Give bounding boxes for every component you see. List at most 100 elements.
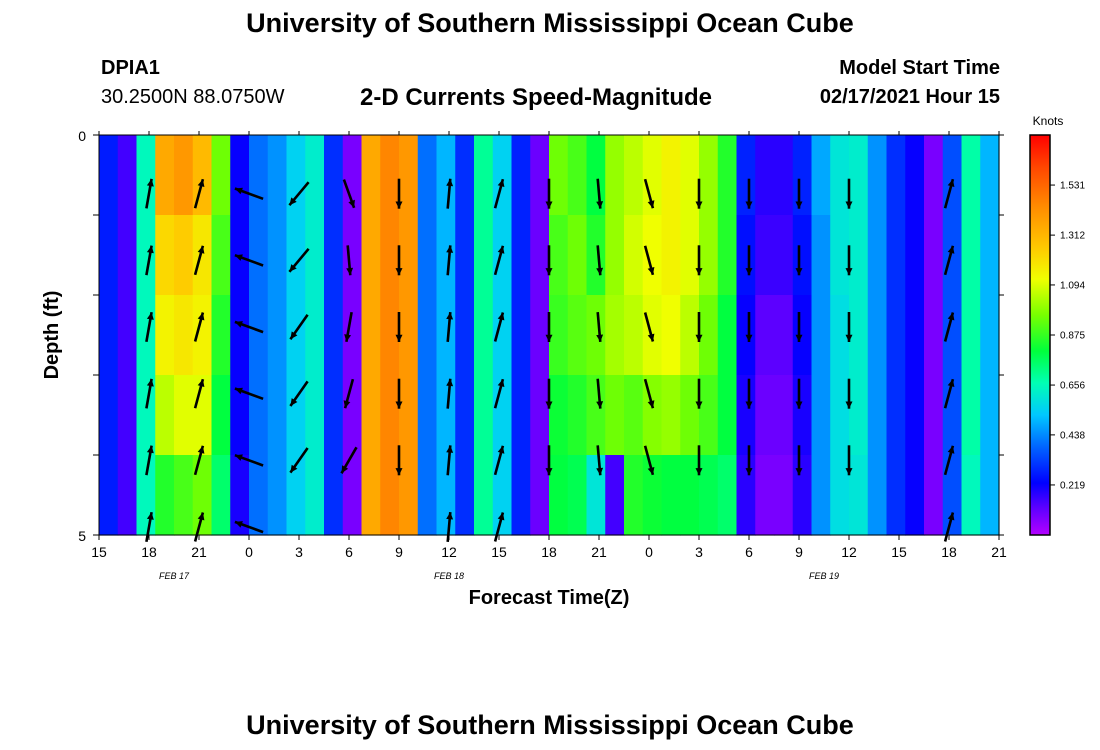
heatmap-cell (886, 455, 906, 536)
colorbar-tick-label: 0.219 (1060, 480, 1085, 491)
heatmap-cell (455, 215, 475, 296)
heatmap-cell (417, 455, 438, 536)
heatmap-cell (511, 295, 531, 376)
current-arrow (145, 378, 154, 409)
colorbar-tick-label: 0.656 (1060, 381, 1085, 392)
heatmap-cell (99, 295, 119, 376)
heatmap-cell (474, 455, 494, 536)
heatmap-cell (755, 215, 775, 296)
current-arrow (545, 445, 553, 476)
x-tick-label: 0 (645, 544, 653, 560)
heatmap-cell (511, 455, 531, 536)
x-tick-label: 3 (695, 544, 703, 560)
current-arrow (795, 445, 803, 476)
heatmap-cell (586, 135, 606, 216)
station-coordinates: 30.2500N 88.0750W (101, 86, 285, 108)
heatmap-cell (455, 455, 475, 536)
heatmap-cell (342, 295, 363, 376)
heatmap-cell (192, 295, 213, 376)
heatmap-cell (399, 295, 419, 376)
heatmap-cell (267, 455, 288, 536)
heatmap-cell (961, 135, 981, 216)
current-arrow (145, 511, 154, 543)
date-label: FEB 18 (434, 571, 464, 581)
heatmap-cell (586, 375, 606, 456)
current-arrow (643, 245, 655, 276)
x-tick-label: 18 (141, 544, 157, 560)
x-tick-label: 6 (745, 544, 753, 560)
heatmap-cell (455, 375, 475, 456)
heatmap-cell (661, 135, 681, 216)
heatmap-cell (342, 135, 363, 216)
model-start-label: Model Start Time (839, 57, 1000, 79)
heatmap-cell (549, 295, 569, 376)
current-arrow (493, 245, 505, 276)
heatmap-cell (249, 375, 269, 456)
heatmap-cell (155, 215, 175, 296)
current-arrow (193, 512, 205, 542)
heatmap-cell (886, 375, 906, 456)
current-arrow (446, 445, 454, 476)
current-arrow (643, 178, 655, 209)
current-arrow (289, 313, 309, 341)
heatmap-cell (699, 135, 719, 216)
heatmap-cell (192, 455, 213, 536)
y-tick-label: 0 (78, 128, 86, 144)
heatmap-cell (830, 215, 850, 296)
heatmap-cell (980, 455, 1000, 536)
station-id: DPIA1 (101, 57, 160, 79)
heatmap-cell (361, 375, 381, 456)
heatmap-cell (136, 135, 156, 216)
heatmap-cell (249, 215, 269, 296)
current-arrow (943, 245, 955, 276)
heatmap-cell (624, 135, 644, 216)
current-arrow (493, 178, 505, 209)
heatmap-cell (624, 215, 644, 296)
heatmap-cell (699, 375, 719, 456)
current-arrow (795, 312, 803, 342)
heatmap-cell (305, 215, 325, 296)
heatmap-cell (474, 295, 494, 376)
heatmap-cell (530, 135, 550, 216)
x-tick-label: 12 (441, 544, 457, 560)
heatmap-cell (267, 295, 288, 376)
heatmap-cell (849, 215, 869, 296)
current-arrow (545, 378, 553, 409)
heatmap-cell (811, 215, 831, 296)
heatmap-cell (699, 295, 719, 376)
heatmap-cell (886, 295, 906, 376)
heatmap-cell (867, 455, 888, 536)
heatmap-cell (605, 295, 625, 376)
heatmap-cell (792, 215, 813, 296)
current-arrow (446, 178, 454, 209)
current-arrow (234, 320, 264, 334)
colorbar (1029, 134, 1051, 536)
heatmap-cell (474, 135, 494, 216)
current-arrow (340, 446, 358, 474)
current-arrow (395, 245, 403, 276)
heatmap-cell (136, 375, 156, 456)
heatmap-cell (567, 215, 588, 296)
current-arrow (943, 178, 955, 209)
speed-heatmap-chart: 15 18 21 0 3 6 9 12 15 18 21 0 3 6 9 12 15 18 21 FEB 17 FEB… (41, 114, 1085, 609)
heatmap-cell (942, 295, 963, 376)
current-arrow (943, 445, 955, 476)
x-tick-label: 6 (345, 544, 353, 560)
y-tick-label: 5 (78, 528, 86, 544)
heatmap-cell (211, 215, 231, 296)
current-arrow (643, 445, 655, 476)
heatmap-cell (924, 135, 944, 216)
current-arrow (795, 245, 803, 276)
heatmap-cell (961, 455, 981, 536)
x-tick-label: 15 (491, 544, 507, 560)
heatmap-cell (492, 295, 513, 376)
heatmap-cell (530, 375, 550, 456)
heatmap-cell (867, 215, 888, 296)
heatmap-cell (942, 455, 963, 536)
footer-title: University of Southern Mississippi Ocean… (246, 710, 854, 740)
heatmap-cell (905, 375, 925, 456)
heatmap-cell (942, 215, 963, 296)
heatmap-cell (117, 375, 138, 456)
current-arrow (545, 245, 553, 276)
current-arrow (193, 312, 205, 342)
